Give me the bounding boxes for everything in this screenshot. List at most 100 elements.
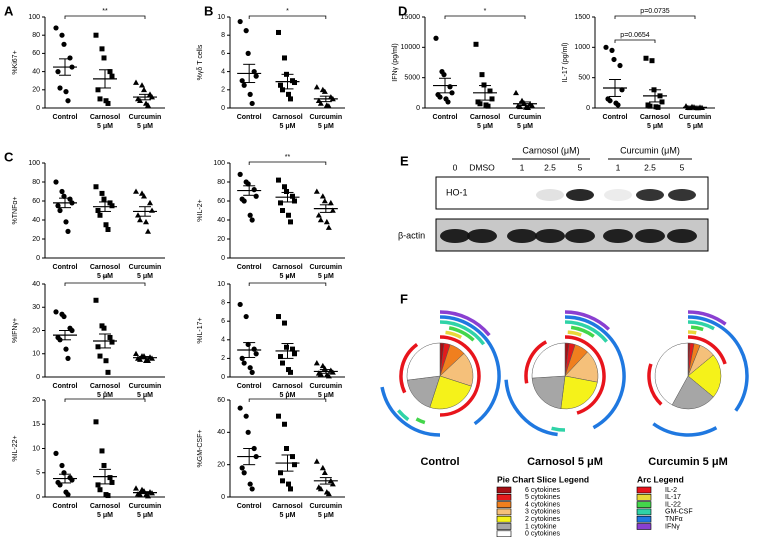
lane-label: 2.5 (644, 162, 656, 172)
legend-label: 3 cytokines (525, 509, 561, 516)
data-point (607, 98, 613, 104)
data-point (69, 327, 75, 334)
legend-label: GM-CSF (665, 509, 693, 516)
data-point (659, 99, 665, 105)
y-tick-label: 10 (217, 14, 225, 21)
data-point (609, 47, 615, 53)
y-tick-label: 2 (221, 87, 225, 94)
x-tick-label: Curcumin (129, 264, 162, 271)
x-tick-label: Carnosol (272, 383, 302, 390)
data-point (276, 29, 281, 35)
band (467, 229, 497, 243)
data-point (55, 69, 61, 75)
data-point (513, 89, 519, 96)
data-point (282, 55, 287, 61)
data-point (143, 218, 149, 225)
y-tick-label: 0 (221, 255, 225, 262)
significance-bracket (64, 282, 146, 286)
data-point (313, 188, 320, 194)
y-tick-label: 20 (217, 236, 225, 243)
data-point (245, 181, 251, 187)
data-point (437, 94, 443, 100)
x-tick-label: 5 μM (318, 512, 334, 519)
data-point (135, 212, 141, 218)
y-tick-label: 0 (36, 494, 40, 501)
data-point (284, 189, 289, 194)
data-point (290, 193, 295, 199)
pie-slice (671, 375, 714, 410)
legend-swatch (496, 486, 512, 494)
y-tick-label: 5000 (404, 75, 420, 82)
lane-label: 5 (680, 162, 685, 172)
data-point (59, 188, 65, 195)
x-tick-label: Carnosol (272, 114, 302, 121)
y-tick-label: 15 (32, 421, 40, 428)
data-point (245, 50, 251, 57)
data-point (441, 72, 447, 78)
data-point (282, 421, 287, 427)
data-point (243, 313, 249, 320)
data-point (317, 485, 324, 492)
legend-label: 0 cytokines (525, 531, 561, 537)
data-point (97, 487, 103, 493)
x-tick-label: Carnosol (90, 383, 120, 390)
data-point (145, 493, 151, 499)
y-tick-label: 20 (32, 327, 40, 334)
data-point (247, 212, 253, 218)
x-tick-label: 5 μM (280, 123, 296, 130)
data-point (247, 365, 253, 371)
y-tick-label: 15000 (401, 14, 421, 21)
y-tick-label: 0 (36, 255, 40, 262)
pie-slice (560, 375, 598, 410)
significance-bracket (248, 282, 327, 286)
data-point (288, 219, 293, 225)
significance-label: p=0.0735 (640, 8, 669, 15)
legend-swatch (636, 501, 652, 508)
y-tick-label: 60 (217, 397, 225, 404)
legend-swatch (636, 493, 652, 501)
y-tick-label: 0 (36, 374, 40, 381)
data-point (447, 84, 453, 90)
x-tick-label: Control (53, 264, 78, 271)
band (603, 229, 633, 243)
data-point (280, 360, 285, 366)
data-point (107, 334, 113, 340)
y-tick-label: 60 (32, 50, 40, 57)
data-point (280, 87, 285, 93)
x-tick-label: Control (237, 264, 262, 271)
data-point (237, 405, 243, 411)
data-point (327, 199, 334, 206)
band (507, 229, 537, 243)
data-point (237, 18, 243, 25)
x-tick-label: 5 μM (97, 273, 113, 280)
data-point (237, 301, 243, 308)
significance-bracket (248, 15, 327, 19)
data-point (321, 88, 328, 94)
data-point (239, 78, 245, 84)
data-point (101, 55, 107, 61)
data-point (329, 207, 336, 213)
lane-label: DMSO (469, 162, 495, 172)
data-point (147, 199, 153, 206)
x-tick-label: Curcumin (679, 114, 712, 121)
band (635, 229, 665, 243)
arc-segment (564, 335, 606, 415)
data-point (241, 198, 247, 204)
legend-swatch (496, 501, 512, 508)
data-point (53, 450, 59, 456)
band (668, 189, 696, 201)
x-tick-label: 5 μM (280, 512, 296, 519)
data-point (141, 86, 147, 93)
x-tick-label: Carnosol (90, 114, 120, 121)
panel-letter: A (4, 3, 14, 18)
y-tick-label: 100 (213, 160, 225, 167)
data-point (141, 193, 147, 199)
y-tick-label: 0 (221, 494, 225, 501)
legend-swatch (636, 523, 652, 530)
data-point (107, 69, 113, 75)
data-point (109, 339, 115, 345)
legend-label: IL-17 (665, 494, 681, 501)
y-tick-label: 5 (36, 470, 40, 477)
significance-label: ** (102, 8, 108, 15)
arc-segment (687, 320, 715, 331)
